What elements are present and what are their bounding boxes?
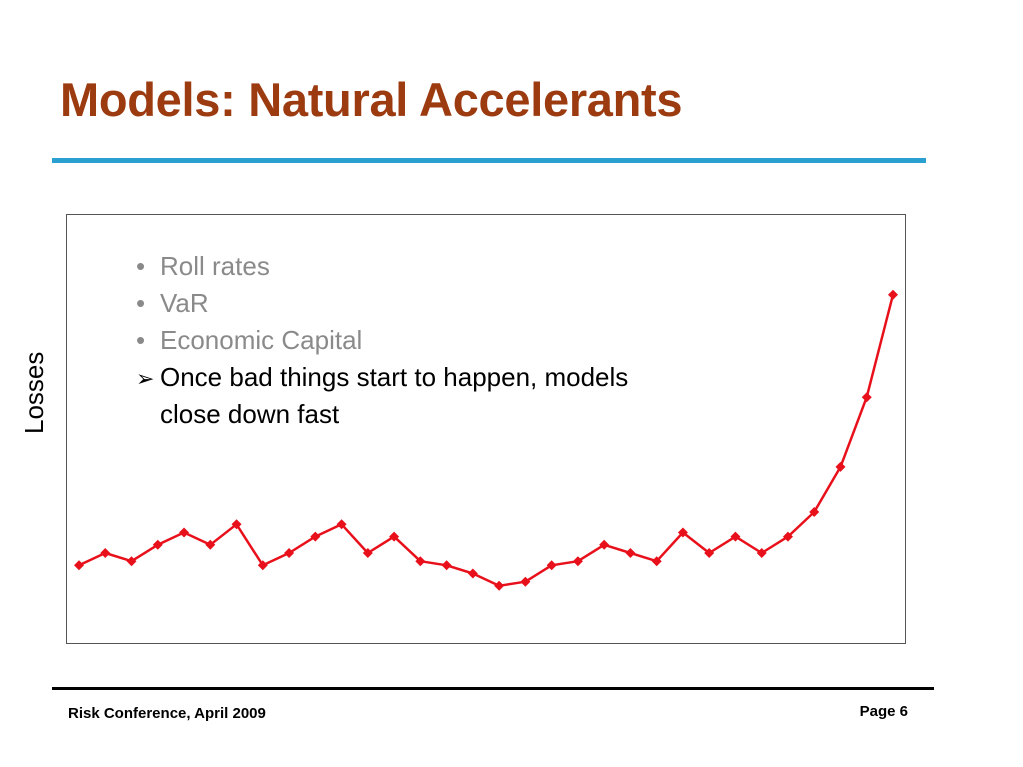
data-point-marker [179, 527, 190, 538]
series-layer [74, 289, 898, 591]
data-point-marker [205, 539, 216, 550]
footer-conference: Risk Conference, April 2009 [68, 705, 266, 722]
data-point-marker [362, 548, 373, 558]
data-point-marker [126, 556, 137, 567]
data-point-marker [389, 531, 400, 542]
data-point-marker [861, 392, 872, 403]
series-line [78, 294, 895, 588]
data-point-marker [835, 461, 846, 472]
bullet-dot-icon: • [136, 325, 146, 355]
data-point-marker [494, 580, 505, 591]
data-point-marker [284, 548, 295, 558]
data-point-marker [704, 548, 715, 558]
data-point-marker [599, 539, 610, 550]
data-point-marker [651, 556, 662, 567]
bullet-text: VaR [160, 288, 209, 318]
data-point-marker [572, 556, 583, 567]
y-axis-label: Losses [19, 351, 49, 434]
data-point-marker [152, 539, 163, 550]
bullet-text: Roll rates [160, 251, 270, 281]
title-divider [52, 158, 926, 163]
chart-frame [66, 214, 906, 644]
bullet-item-emphasis: ➢ Once bad things start to happen, model… [136, 359, 640, 433]
slide-title: Models: Natural Accelerants [60, 73, 683, 126]
data-point-marker [677, 527, 688, 538]
data-point-marker [467, 568, 478, 579]
data-point-marker [336, 519, 347, 530]
bullet-dot-icon: • [136, 288, 146, 318]
data-point-marker [782, 531, 793, 542]
data-point-marker [441, 560, 452, 571]
bullet-list: • Roll rates • VaR • Economic Capital ➢ … [136, 248, 640, 433]
data-point-marker [546, 560, 557, 571]
bullet-text: Economic Capital [160, 325, 363, 355]
footer-divider [52, 687, 934, 690]
data-point-marker [888, 289, 898, 300]
data-point-marker [520, 576, 531, 587]
data-point-marker [415, 556, 426, 567]
data-point-marker [231, 519, 242, 530]
data-point-marker [625, 548, 636, 558]
data-point-marker [310, 531, 321, 542]
bullet-item-var: • VaR [136, 285, 640, 322]
bullet-emphasis-text: Once bad things start to happen, models … [160, 362, 629, 429]
bullet-item-economic-capital: • Economic Capital [136, 322, 640, 359]
bullet-dot-icon: • [136, 251, 146, 281]
data-point-marker [809, 507, 820, 517]
page-number: Page 6 [859, 703, 908, 720]
data-point-marker [100, 548, 111, 558]
arrow-bullet-icon: ➢ [136, 366, 155, 391]
data-point-marker [257, 560, 268, 571]
data-point-marker [756, 548, 767, 558]
bullet-item-roll-rates: • Roll rates [136, 248, 640, 285]
data-point-marker [730, 531, 741, 542]
data-point-marker [74, 560, 84, 571]
